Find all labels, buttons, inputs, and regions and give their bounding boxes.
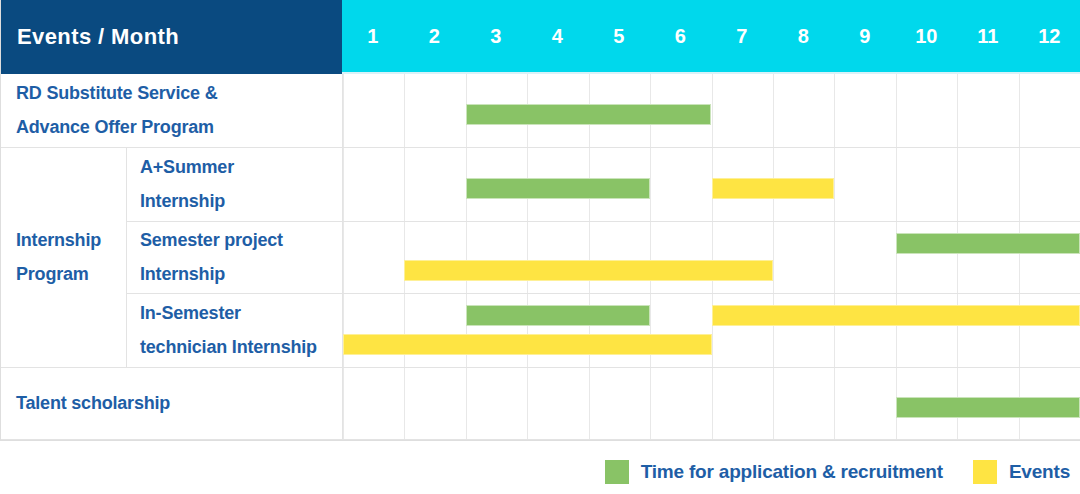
- row-label-in-semester-technician-internship: In-Semester technician Internship: [126, 294, 342, 368]
- row-label-rd-substitute: RD Substitute Service & Advance Offer Pr…: [1, 74, 342, 148]
- legend-item-application: Time for application & recruitment: [605, 460, 943, 484]
- gantt-row-track: [342, 74, 1080, 148]
- legend-swatch-application: [605, 460, 629, 484]
- legend-label-application: Time for application & recruitment: [641, 461, 943, 483]
- row-label-talent-scholarship: Talent scholarship: [1, 368, 342, 440]
- month-header-1: 1: [342, 0, 404, 74]
- row-label-semester-project-internship: Semester project Internship: [126, 222, 342, 294]
- gantt-row-track: [342, 148, 1080, 222]
- events-bar: [712, 305, 1080, 326]
- events-bar: [712, 178, 835, 199]
- gantt-row-track: [342, 294, 1080, 368]
- month-header-11: 11: [957, 0, 1019, 74]
- month-header-8: 8: [773, 0, 835, 74]
- month-header-10: 10: [896, 0, 958, 74]
- application-bar: [466, 305, 650, 326]
- group-label-internship-program: Internship Program: [1, 148, 126, 368]
- month-header-9: 9: [834, 0, 896, 74]
- events-bar: [404, 260, 773, 281]
- legend-swatch-events: [973, 460, 997, 484]
- legend-label-events: Events: [1009, 461, 1070, 483]
- gantt-table: Events / Month RD Substitute Service & A…: [0, 0, 1080, 441]
- legend-item-events: Events: [973, 460, 1070, 484]
- application-bar: [896, 397, 1080, 418]
- month-header-4: 4: [527, 0, 589, 74]
- gantt-schedule-page: Events / Month RD Substitute Service & A…: [0, 0, 1080, 494]
- month-header-3: 3: [465, 0, 527, 74]
- corner-header: Events / Month: [1, 0, 342, 74]
- events-bar: [343, 334, 712, 355]
- month-header-6: 6: [650, 0, 712, 74]
- application-bar: [896, 233, 1080, 254]
- month-header-7: 7: [711, 0, 773, 74]
- gantt-row-track: [342, 368, 1080, 440]
- month-header-2: 2: [404, 0, 466, 74]
- month-header-5: 5: [588, 0, 650, 74]
- legend: Time for application & recruitment Event…: [0, 441, 1080, 494]
- row-label-a-summer-internship: A+Summer Internship: [126, 148, 342, 222]
- application-bar: [466, 104, 712, 125]
- gantt-row-track: [342, 222, 1080, 294]
- application-bar: [466, 178, 650, 199]
- month-header-12: 12: [1019, 0, 1080, 74]
